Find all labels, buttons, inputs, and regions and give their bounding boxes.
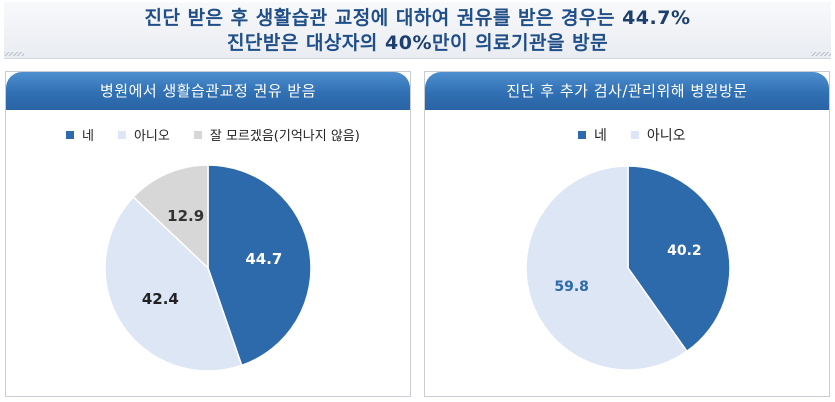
- header-decoration-right: [811, 52, 831, 56]
- pie-slice-2: [132, 164, 209, 270]
- header-decoration-left: [4, 52, 24, 56]
- chart-panel-visit: 진단 후 추가 검사/관리위해 병원방문 네 아니오 40.2 59.8: [424, 71, 830, 397]
- headline-text-2a: 진단받은 대상자의: [226, 32, 386, 54]
- legend-label: 잘 모르겠음(기억나지 않음): [209, 129, 360, 144]
- legend-label: 아니오: [646, 128, 686, 144]
- data-label-0: 44.7: [245, 250, 282, 268]
- legend-swatch: [117, 130, 126, 139]
- legend-swatch: [578, 131, 586, 139]
- chart-title: 병원에서 생활습관교정 권유 받음: [6, 72, 410, 110]
- legend-swatch: [630, 131, 639, 139]
- headline-text-1: 진단 받은 후 생활습관 교정에 대하여 권유를 받은 경우는: [144, 7, 623, 29]
- pie-slice-0: [627, 165, 731, 353]
- page-header: 진단 받은 후 생활습관 교정에 대하여 권유를 받은 경우는 44.7% 진단…: [4, 2, 831, 59]
- chart-legend: 네 아니오: [578, 125, 710, 145]
- legend-label: 아니오: [133, 129, 170, 144]
- data-label-2: 12.9: [167, 207, 204, 225]
- data-label-0: 40.2: [667, 243, 702, 259]
- pie-slice-0: [207, 164, 312, 367]
- legend-item-yes: 네: [66, 125, 94, 144]
- data-label-1: 42.4: [142, 290, 179, 308]
- headline-line-2: 진단받은 대상자의 40%만이 의료기관을 방문: [4, 31, 831, 55]
- legend-item-no: 아니오: [117, 125, 170, 144]
- legend-label: 네: [82, 129, 94, 144]
- legend-item-dont-know: 잘 모르겠음(기억나지 않음): [193, 125, 360, 144]
- headline-line-1: 진단 받은 후 생활습관 교정에 대하여 권유를 받은 경우는 44.7%: [4, 6, 831, 30]
- headline-text-2b: 만이 의료기관을 방문: [432, 32, 609, 54]
- pie-slice-1: [104, 195, 243, 372]
- chart-title: 진단 후 추가 검사/관리위해 병원방문: [425, 72, 829, 110]
- chart-panel-advice: 병원에서 생활습관교정 권유 받음 네 아니오 잘 모르겠음(기억나지 않음) …: [5, 71, 411, 397]
- pie-chart: 44.7 42.4 12.9: [104, 164, 312, 372]
- legend-label: 네: [594, 128, 607, 144]
- chart-legend: 네 아니오 잘 모르겠음(기억나지 않음): [66, 125, 384, 144]
- data-label-1: 59.8: [554, 279, 589, 295]
- legend-item-no: 아니오: [630, 125, 686, 145]
- headline-value-2: 40%: [385, 32, 432, 54]
- legend-item-yes: 네: [578, 125, 607, 145]
- pie-slice-1: [525, 165, 688, 371]
- legend-swatch: [193, 130, 202, 139]
- pie-chart: 40.2 59.8: [525, 165, 731, 371]
- legend-swatch: [66, 130, 74, 139]
- headline-value-1: 44.7%: [622, 7, 691, 29]
